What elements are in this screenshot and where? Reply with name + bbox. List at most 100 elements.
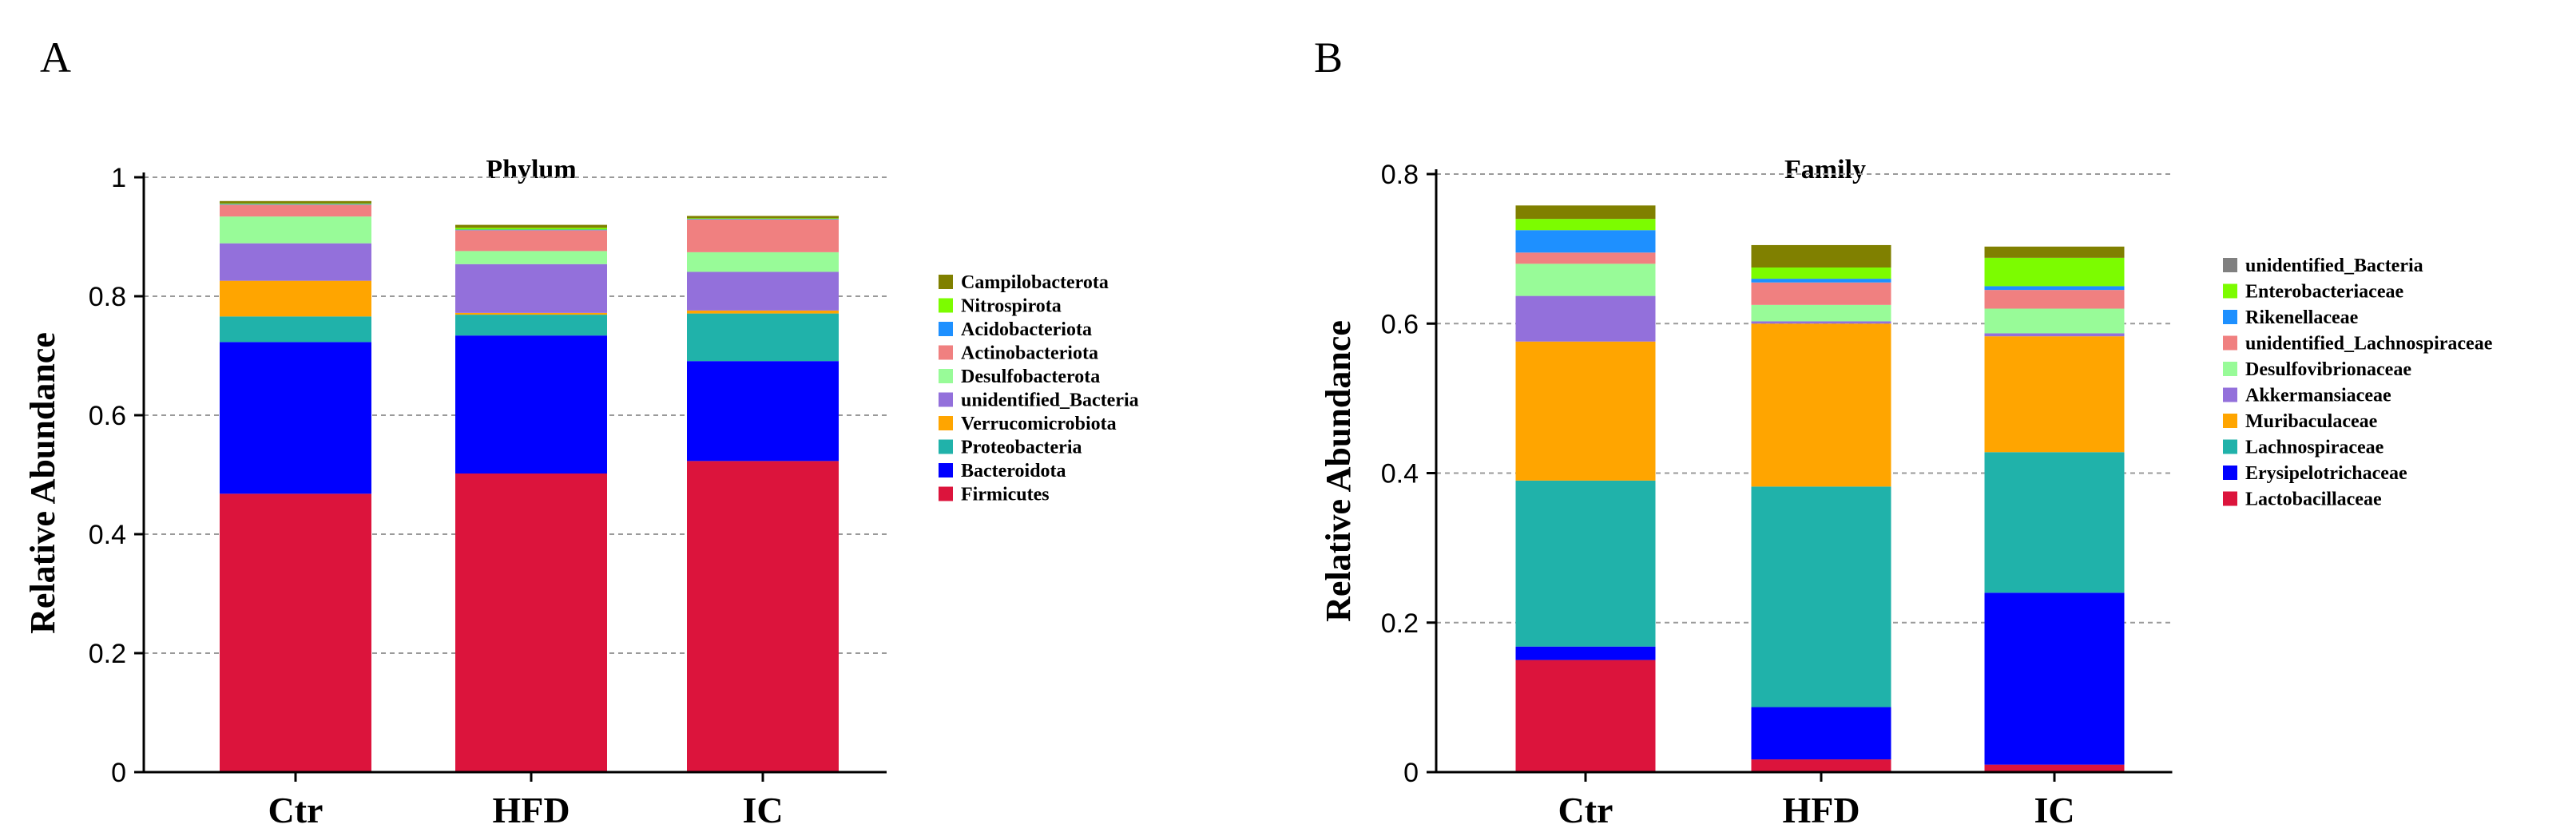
chart-title-phylum: Phylum bbox=[486, 155, 576, 184]
bar-segment-ctr-erysipelotrichaceae bbox=[1515, 646, 1656, 660]
bar-segment-ic-unidentified-bacteria bbox=[687, 271, 839, 311]
y-tick-label-3: 0.6 bbox=[89, 401, 126, 431]
bars-b bbox=[1515, 205, 2125, 772]
x-tick-label-ic: IC bbox=[742, 790, 783, 830]
legend-swatch-unidentified-bacteria bbox=[939, 392, 953, 407]
y-tick-label-5: 1 bbox=[111, 163, 126, 193]
legend-label-proteobacteria: Proteobacteria bbox=[961, 438, 1082, 458]
bar-segment-ic-lactobacillaceae bbox=[1984, 764, 2125, 772]
legend-label-erysipelotrichaceae: Erysipelotrichaceae bbox=[2245, 463, 2407, 484]
legend-swatch-muribaculaceae bbox=[2223, 414, 2237, 428]
bar-segment-ctr-acidobacteriota bbox=[220, 204, 371, 205]
bar-segment-ctr-firmicutes bbox=[220, 493, 371, 772]
y-tick-label-4: 0.8 bbox=[89, 282, 126, 312]
legend-swatch-unidentified-bacteria bbox=[2223, 258, 2237, 272]
bar-segment-hfd-desulfobacterota bbox=[455, 251, 607, 264]
bar-segment-ctr-rikenellaceae bbox=[1515, 230, 1656, 253]
panel-b: B Family Relative Abundance 0 0.2 0.4 0.6 0.… bbox=[1314, 34, 2493, 830]
axes-b bbox=[1435, 169, 2173, 774]
legend-swatch-proteobacteria bbox=[939, 439, 953, 454]
legend-item-rikenellaceae: Rikenellaceae bbox=[2223, 307, 2359, 328]
legend-label-campilobacterota: Campilobacterota bbox=[961, 272, 1109, 293]
x-ticks-b: Ctr HFD IC bbox=[1558, 772, 2075, 830]
legend-label-lachnospiraceae: Lachnospiraceae bbox=[2245, 438, 2384, 458]
bar-segment-hfd-rikenellaceae bbox=[1751, 279, 1891, 283]
y-tick-label-2: 0.4 bbox=[1381, 459, 1419, 489]
legend-item-campilobacterota: Campilobacterota bbox=[939, 272, 1109, 293]
panel-letter-a: A bbox=[40, 34, 71, 81]
legend-item-muribaculaceae: Muribaculaceae bbox=[2223, 411, 2378, 432]
legend-item-unidentified-lachnospiraceae: unidentified_Lachnospiraceae bbox=[2223, 334, 2493, 355]
legend-swatch-enterobacteriaceae bbox=[2223, 283, 2237, 299]
legend-a: Campilobacterota NitrospirotaAcidobacteri… bbox=[939, 272, 1139, 505]
x-tick-label-hfd: HFD bbox=[1782, 790, 1860, 830]
bar-segment-ctr-desulfobacterota bbox=[220, 216, 371, 244]
legend-swatch-campilobacterota bbox=[939, 275, 953, 289]
legend-label-enterobacteriaceae: Enterobacteriaceae bbox=[2245, 282, 2403, 303]
y-axis-label-a: Relative Abundance bbox=[23, 332, 62, 634]
bar-segment-hfd-actinobacteriota bbox=[455, 230, 607, 252]
bar-segment-hfd-unidentified-bacteria bbox=[455, 263, 607, 313]
legend-label-desulfobacterota: Desulfobacterota bbox=[961, 367, 1100, 387]
bar-segment-ctr-akkermansiaceae bbox=[1515, 295, 1656, 342]
bar-segment-hfd-lachnospiraceae bbox=[1751, 486, 1891, 707]
bar-segment-ic-proteobacteria bbox=[687, 313, 839, 362]
legend-swatch-unidentified-lachnospiraceae bbox=[2223, 335, 2237, 351]
bar-segment-hfd-desulfovibrionaceae bbox=[1751, 304, 1891, 322]
bar-segment-hfd-acidobacteriota bbox=[455, 229, 607, 231]
x-ticks-a: Ctr HFD IC bbox=[268, 772, 784, 830]
legend-swatch-acidobacteriota bbox=[939, 322, 953, 336]
legend-item-actinobacteriota: Actinobacteriota bbox=[939, 343, 1098, 364]
y-ticks-a: 0 0.2 0.4 0.6 0.8 1 bbox=[89, 163, 144, 788]
y-tick-label-3: 0.6 bbox=[1381, 309, 1419, 339]
bar-segment-ctr-actinobacteriota bbox=[220, 204, 371, 217]
panel-a: A Phylum Relative Abundance 0 0.2 0.4 0.6 0.… bbox=[23, 34, 1139, 830]
bars-a bbox=[220, 200, 839, 772]
legend-item-erysipelotrichaceae: Erysipelotrichaceae bbox=[2223, 463, 2407, 484]
chart-title-family: Family bbox=[1784, 155, 1866, 184]
legend-swatch-firmicutes bbox=[939, 486, 953, 501]
bar-segment-hfd-nitrospirota bbox=[455, 228, 607, 230]
legend-item-lactobacillaceae: Lactobacillaceae bbox=[2223, 489, 2382, 510]
bar-segment-ic-unidentified-bacteria bbox=[1984, 246, 2125, 258]
legend-item-desulfobacterota: Desulfobacterota bbox=[939, 367, 1100, 387]
legend-item-acidobacteriota: Acidobacteriota bbox=[939, 319, 1092, 340]
bar-segment-ic-akkermansiaceae bbox=[1984, 333, 2125, 337]
bar-segment-ctr-desulfovibrionaceae bbox=[1515, 263, 1656, 296]
x-tick-label-hfd: HFD bbox=[492, 790, 570, 830]
y-ticks-b: 0 0.2 0.4 0.6 0.8 bbox=[1381, 160, 1436, 788]
bar-segment-ic-desulfobacterota bbox=[687, 252, 839, 272]
legend-swatch-rikenellaceae bbox=[2223, 310, 2237, 324]
panel-letter-b: B bbox=[1314, 34, 1343, 81]
x-tick-label-ctr: Ctr bbox=[268, 790, 323, 830]
y-tick-label-4: 0.8 bbox=[1381, 160, 1419, 190]
bar-segment-hfd-bacteroidota bbox=[455, 335, 607, 474]
legend-item-verrucomicrobiota: Verrucomicrobiota bbox=[939, 414, 1117, 434]
legend-swatch-bacteroidota bbox=[939, 463, 953, 477]
bar-segment-ctr-unidentified-bacteria bbox=[220, 243, 371, 281]
legend-item-desulfovibrionaceae: Desulfovibrionaceae bbox=[2223, 359, 2411, 380]
legend-swatch-actinobacteriota bbox=[939, 345, 953, 360]
legend-item-unidentified-bacteria: unidentified_Bacteria bbox=[939, 390, 1139, 411]
legend-label-akkermansiaceae: Akkermansiaceae bbox=[2245, 386, 2391, 406]
x-tick-label-ctr: Ctr bbox=[1558, 790, 1613, 830]
bar-segment-hfd-campilobacterota bbox=[455, 224, 607, 228]
bar-segment-ctr-lactobacillaceae bbox=[1515, 660, 1656, 772]
bar-segment-ic-actinobacteriota bbox=[687, 219, 839, 252]
legend-item-lachnospiraceae: Lachnospiraceae bbox=[2223, 438, 2384, 458]
legend-label-firmicutes: Firmicutes bbox=[961, 485, 1050, 505]
bar-segment-hfd-verrucomicrobiota bbox=[455, 312, 607, 315]
y-tick-label-0: 0 bbox=[111, 758, 126, 788]
legend-label-unidentified-lachnospiraceae: unidentified_Lachnospiraceae bbox=[2245, 334, 2493, 355]
bar-segment-hfd-unidentified-lachnospiraceae bbox=[1751, 282, 1891, 305]
legend-label-actinobacteriota: Actinobacteriota bbox=[961, 343, 1098, 364]
legend-swatch-lachnospiraceae bbox=[2223, 439, 2237, 454]
legend-item-akkermansiaceae: Akkermansiaceae bbox=[2223, 386, 2391, 406]
bar-segment-hfd-muribaculaceae bbox=[1751, 323, 1891, 487]
bar-segment-hfd-erysipelotrichaceae bbox=[1751, 707, 1891, 760]
legend-label-unidentified-bacteria: unidentified_Bacteria bbox=[2245, 256, 2423, 276]
legend-label-verrucomicrobiota: Verrucomicrobiota bbox=[961, 414, 1117, 434]
legend-item-proteobacteria: Proteobacteria bbox=[939, 438, 1082, 458]
bar-segment-ctr-unidentified-bacteria bbox=[1515, 205, 1656, 220]
